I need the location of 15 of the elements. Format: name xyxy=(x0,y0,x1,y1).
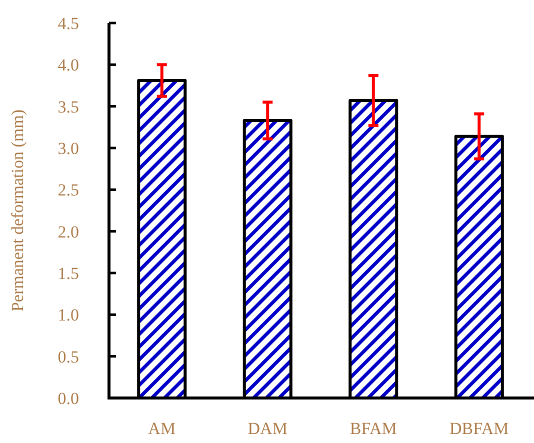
y-tick-label: 2.5 xyxy=(58,180,79,200)
x-tick-label: AM xyxy=(148,419,176,438)
y-tick-label: 4.5 xyxy=(58,14,79,33)
y-tick-label: 0.5 xyxy=(58,347,79,366)
x-tick-label: DAM xyxy=(248,419,288,438)
x-tick-label: DBFAM xyxy=(450,419,509,438)
y-tick-label: 0.0 xyxy=(58,388,79,408)
y-tick-label: 1.0 xyxy=(58,306,79,325)
y-tick-label: 2.0 xyxy=(58,222,79,242)
x-tick-label: BFAM xyxy=(350,419,397,438)
y-tick-label: 1.5 xyxy=(58,264,79,283)
y-tick-label: 4.0 xyxy=(58,56,79,75)
y-tick-label: 3.0 xyxy=(58,138,79,158)
y-axis-title: Permanent deformation (mm) xyxy=(8,109,27,312)
y-tick-label: 3.5 xyxy=(58,97,79,116)
